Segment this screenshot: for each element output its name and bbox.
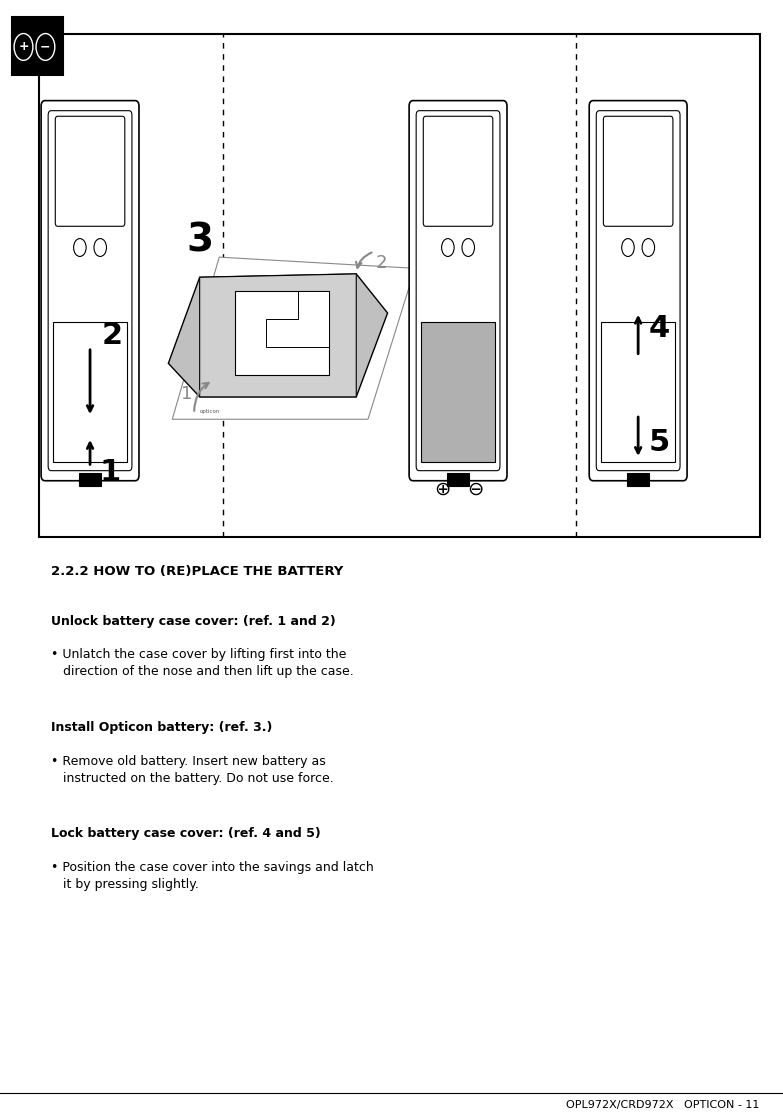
Polygon shape bbox=[172, 257, 415, 419]
FancyBboxPatch shape bbox=[597, 111, 680, 471]
Text: 1: 1 bbox=[99, 458, 121, 487]
Text: 2: 2 bbox=[102, 321, 123, 350]
FancyBboxPatch shape bbox=[409, 101, 507, 481]
Text: OPL972X/CRD972X   OPTICON - 11: OPL972X/CRD972X OPTICON - 11 bbox=[566, 1100, 760, 1109]
Bar bbox=[12, 17, 63, 75]
Circle shape bbox=[442, 238, 454, 256]
FancyBboxPatch shape bbox=[589, 101, 687, 481]
Polygon shape bbox=[235, 291, 329, 375]
Text: Unlock battery case cover: (ref. 1 and 2): Unlock battery case cover: (ref. 1 and 2… bbox=[51, 615, 336, 628]
Text: opticon: opticon bbox=[200, 409, 220, 414]
Text: Lock battery case cover: (ref. 4 and 5): Lock battery case cover: (ref. 4 and 5) bbox=[51, 827, 321, 841]
Circle shape bbox=[462, 238, 474, 256]
Polygon shape bbox=[200, 274, 356, 397]
Text: • Unlatch the case cover by lifting first into the
   direction of the nose and : • Unlatch the case cover by lifting firs… bbox=[51, 648, 354, 679]
Text: ⊕: ⊕ bbox=[435, 481, 450, 499]
Bar bbox=[447, 473, 469, 486]
Text: • Remove old battery. Insert new battery as
   instructed on the battery. Do not: • Remove old battery. Insert new battery… bbox=[51, 755, 334, 785]
Text: ⊖: ⊖ bbox=[467, 481, 483, 499]
Circle shape bbox=[74, 238, 86, 256]
Polygon shape bbox=[266, 291, 329, 347]
Text: 2.2.2 HOW TO (RE)PLACE THE BATTERY: 2.2.2 HOW TO (RE)PLACE THE BATTERY bbox=[51, 565, 343, 578]
Bar bbox=[79, 473, 101, 486]
Circle shape bbox=[642, 238, 655, 256]
FancyBboxPatch shape bbox=[56, 116, 124, 226]
Bar bbox=[627, 473, 649, 486]
FancyBboxPatch shape bbox=[424, 116, 493, 226]
Bar bbox=[53, 322, 127, 462]
Text: 1: 1 bbox=[181, 385, 192, 402]
Bar bbox=[421, 322, 495, 462]
Text: • Position the case cover into the savings and latch
   it by pressing slightly.: • Position the case cover into the savin… bbox=[51, 861, 373, 891]
Text: 2: 2 bbox=[376, 254, 387, 272]
Text: Install Opticon battery: (ref. 3.): Install Opticon battery: (ref. 3.) bbox=[51, 721, 272, 735]
Text: +: + bbox=[18, 40, 29, 54]
Circle shape bbox=[36, 34, 55, 60]
FancyBboxPatch shape bbox=[48, 111, 132, 471]
Text: −: − bbox=[40, 40, 51, 54]
Circle shape bbox=[14, 34, 33, 60]
Circle shape bbox=[622, 238, 634, 256]
FancyBboxPatch shape bbox=[41, 101, 139, 481]
Text: 5: 5 bbox=[649, 427, 670, 456]
Polygon shape bbox=[168, 274, 388, 397]
Text: 4: 4 bbox=[649, 314, 670, 343]
Text: 3: 3 bbox=[186, 221, 213, 259]
Bar bbox=[601, 322, 675, 462]
FancyBboxPatch shape bbox=[417, 111, 500, 471]
FancyBboxPatch shape bbox=[604, 116, 673, 226]
Circle shape bbox=[94, 238, 106, 256]
Bar bbox=[39, 34, 760, 537]
